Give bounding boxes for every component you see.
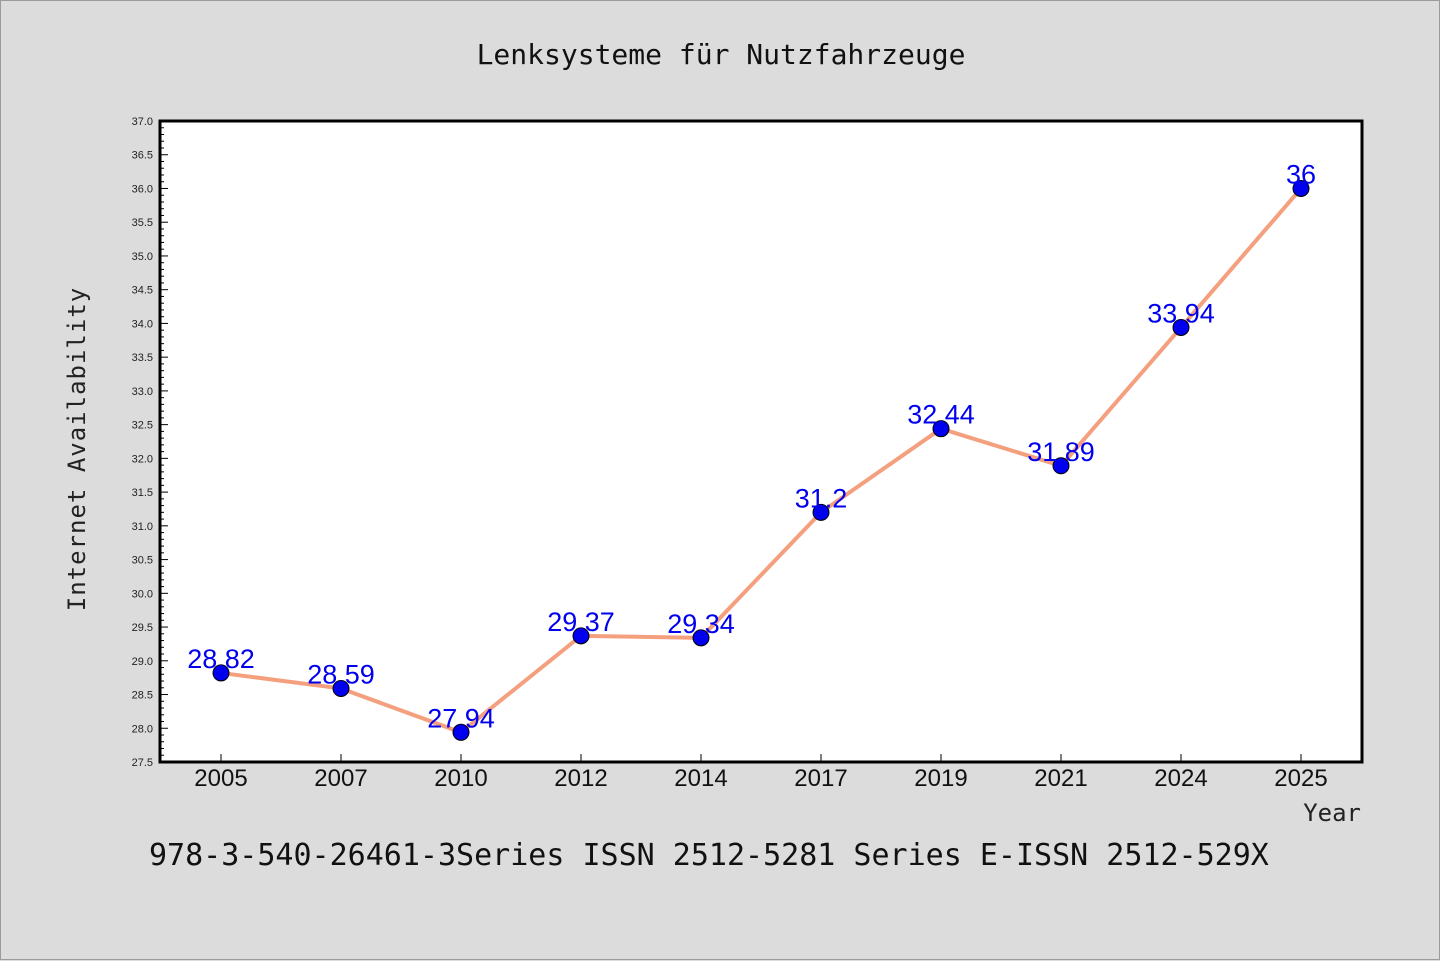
x-axis-label: Year <box>1303 799 1361 827</box>
plot-area <box>158 119 1364 764</box>
y-tick-label: 37.0 <box>132 116 153 128</box>
x-tick-label: 2024 <box>1154 765 1207 792</box>
x-tick-label: 2014 <box>674 765 727 792</box>
x-tick-label: 2010 <box>434 765 487 792</box>
y-tick-label: 28.5 <box>132 690 153 702</box>
chart-title: Lenksysteme für Nutzfahrzeuge <box>477 38 966 71</box>
data-label: 31.89 <box>1027 437 1095 467</box>
y-tick-label: 35.5 <box>132 217 153 229</box>
data-label: 33.94 <box>1147 298 1215 328</box>
data-point <box>452 723 470 741</box>
y-axis-ticks: 27.5 28.0 28.5 29.0 29.5 30.0 30.5 31.0 31.5 32.0… <box>132 116 168 769</box>
data-point <box>812 503 830 521</box>
x-tick-label: 2017 <box>794 765 847 792</box>
y-tick-label: 35.0 <box>132 251 153 263</box>
data-point <box>692 629 710 647</box>
x-tick-label: 2019 <box>914 765 967 792</box>
y-tick-label: 27.5 <box>132 757 153 769</box>
data-label: 29.34 <box>667 609 735 639</box>
y-tick-label: 29.0 <box>132 656 153 668</box>
data-markers <box>212 179 1310 741</box>
y-tick-label: 36.5 <box>132 150 153 162</box>
y-tick-label: 34.5 <box>132 285 153 297</box>
x-tick-label: 2025 <box>1274 765 1327 792</box>
y-tick-label: 30.5 <box>132 555 153 567</box>
y-tick-label: 31.0 <box>132 521 153 533</box>
series-line <box>220 187 1303 735</box>
data-point <box>1292 179 1310 197</box>
x-axis-ticks: 2005 2007 2010 2012 2014 2017 2019 2021 2024 2025 <box>194 754 1328 792</box>
y-tick-label: 29.5 <box>132 622 153 634</box>
y-tick-label: 34.0 <box>132 318 153 330</box>
data-point <box>1052 457 1070 475</box>
data-point <box>572 627 590 645</box>
y-tick-label: 33.5 <box>132 352 153 364</box>
x-tick-label: 2021 <box>1034 765 1087 792</box>
y-tick-label: 32.5 <box>132 420 153 432</box>
data-point <box>332 679 350 697</box>
data-labels: 28.82 28.59 27.94 29.37 29.34 31.2 32.44 31.89 3… <box>187 159 1316 733</box>
data-point <box>1172 318 1190 336</box>
y-tick-label: 28.0 <box>132 723 153 735</box>
footer-isbn-issn: 978-3-540-26461-3Series ISSN 2512-5281 S… <box>149 838 1269 873</box>
y-tick-label: 33.0 <box>132 386 153 398</box>
y-axis-label: Internet Availability <box>63 287 91 611</box>
x-tick-label: 2007 <box>314 765 367 792</box>
data-label: 31.2 <box>795 483 848 513</box>
data-label: 36 <box>1286 159 1316 189</box>
data-label: 28.59 <box>307 659 375 689</box>
data-label: 32.44 <box>907 400 975 430</box>
data-label: 29.37 <box>547 607 615 637</box>
data-label: 28.82 <box>187 644 255 674</box>
y-tick-label: 30.0 <box>132 588 153 600</box>
x-tick-label: 2012 <box>554 765 607 792</box>
y-tick-label: 36.0 <box>132 183 153 195</box>
data-label: 27.94 <box>427 703 495 733</box>
data-point <box>212 664 230 682</box>
y-tick-label: 31.5 <box>132 487 153 499</box>
x-tick-label: 2005 <box>194 765 247 792</box>
data-point <box>932 420 950 438</box>
y-tick-label: 32.0 <box>132 453 153 465</box>
